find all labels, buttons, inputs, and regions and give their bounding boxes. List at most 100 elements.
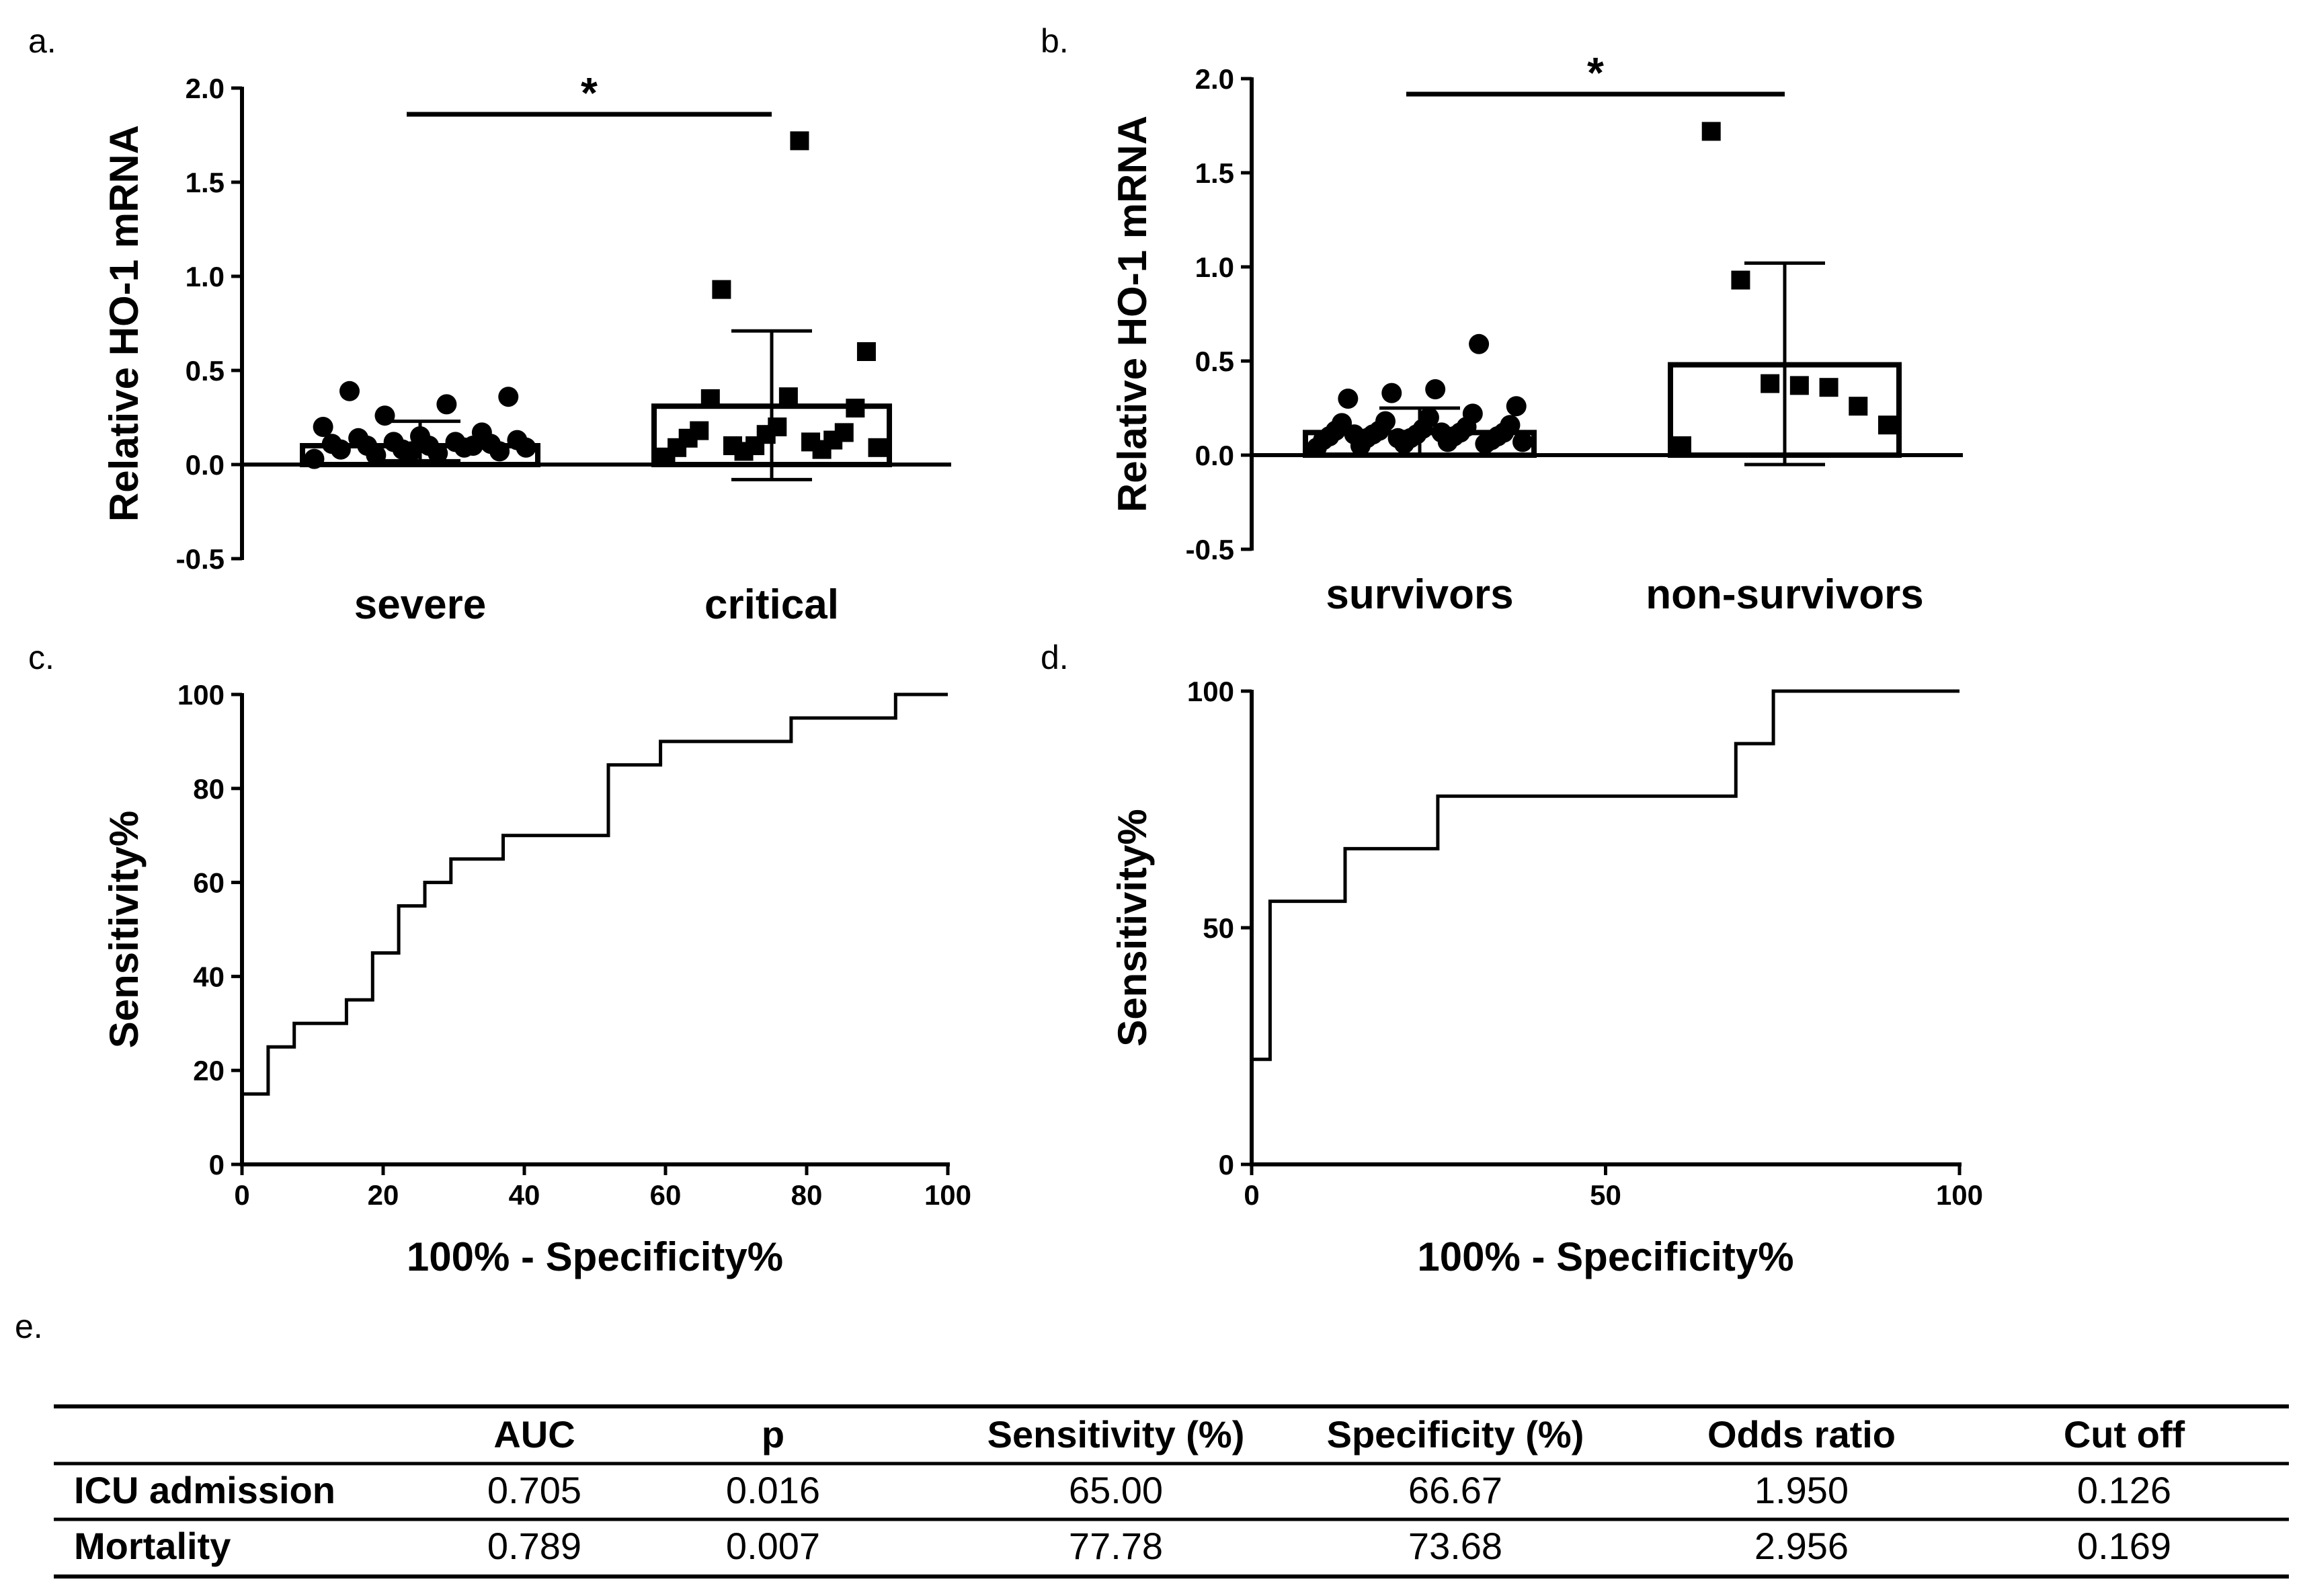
data-point-survivors [1469, 333, 1490, 354]
data-point-non-survivors [1878, 415, 1897, 435]
y-tick-label: 50 [1203, 912, 1234, 944]
chart-b-scatter-bar: 2.0 1.5 1.0 0.5 0.0 -0.5 Relative HO-1 mRNA sur… [1110, 48, 1963, 618]
y-tick-label: 0.0 [186, 449, 225, 481]
table-cell: 77.78 [1069, 1525, 1163, 1567]
data-point-severe [339, 381, 360, 401]
x-tick-label: 0 [234, 1179, 249, 1211]
data-point-non-survivors [1849, 397, 1868, 416]
y-tick-label: 60 [193, 867, 225, 899]
data-point-severe [498, 387, 519, 407]
x-tick-label: 20 [368, 1179, 399, 1211]
data-point-severe [445, 432, 466, 452]
data-point-severe [401, 441, 421, 462]
table-row-label: ICU admission [74, 1469, 335, 1511]
significance-star: * [581, 69, 598, 117]
table-header-cell: AUC [493, 1413, 575, 1455]
data-point-critical [712, 280, 731, 299]
y-tick-label: 100 [177, 679, 225, 711]
data-point-severe [507, 430, 528, 450]
x-category-label: non-survivors [1646, 571, 1923, 618]
y-tick-label: 0.0 [1195, 440, 1234, 471]
data-point-severe [410, 426, 430, 446]
panel-label-d: d. [1041, 639, 1069, 676]
data-point-critical [846, 399, 865, 417]
data-point-critical [723, 436, 742, 455]
data-point-non-survivors [1789, 376, 1809, 395]
panel-label-e: e. [15, 1308, 43, 1345]
x-tick-label: 40 [509, 1179, 540, 1211]
y-tick-label: 20 [193, 1055, 225, 1086]
data-point-severe [304, 448, 325, 469]
data-point-survivors [1462, 403, 1483, 424]
x-tick-label: 50 [1590, 1179, 1621, 1211]
table-header-cell: Specificity (%) [1327, 1413, 1584, 1455]
table-cell: 1.950 [1754, 1469, 1849, 1511]
data-point-critical [834, 423, 854, 442]
data-point-survivors [1418, 407, 1439, 428]
roc-curve [242, 692, 948, 1096]
y-tick-label: 2.0 [186, 73, 225, 104]
x-tick-label: 100 [924, 1179, 971, 1211]
data-point-critical [778, 387, 798, 407]
panel-label-a: a. [28, 22, 56, 60]
table-cell: 0.789 [487, 1525, 581, 1567]
data-point-non-survivors [1761, 374, 1780, 393]
table-header-cell: Odds ratio [1707, 1413, 1896, 1455]
data-point-critical [801, 432, 821, 452]
data-point-critical [868, 438, 887, 457]
table-header-cell: p [762, 1413, 784, 1455]
y-tick-label: 100 [1187, 676, 1234, 707]
data-point-critical [700, 389, 720, 408]
y-tick-label: 2.0 [1195, 63, 1234, 95]
data-point-severe [374, 405, 395, 426]
data-point-severe [383, 432, 404, 452]
data-point-non-survivors [1672, 436, 1691, 455]
data-point-severe [348, 428, 369, 448]
x-tick-label: 80 [791, 1179, 823, 1211]
table-cell: 0.007 [726, 1525, 820, 1567]
x-category-label: survivors [1326, 571, 1513, 618]
table-cell: 65.00 [1069, 1469, 1163, 1511]
x-tick-label: 0 [1244, 1179, 1259, 1211]
y-tick-label: 80 [193, 773, 225, 805]
data-point-non-survivors [1819, 378, 1839, 397]
x-category-label: severe [354, 582, 487, 628]
data-point-survivors [1512, 432, 1533, 452]
y-axis-label: Relative HO-1 mRNA [1110, 116, 1155, 512]
chart-d-roc: 100 50 00 50 100 100% - Specificity% Sensitivi… [1110, 676, 1983, 1279]
data-point-critical [768, 417, 787, 436]
y-tick-label: -0.5 [1186, 534, 1234, 565]
x-tick-label: 60 [650, 1179, 682, 1211]
data-point-survivors [1375, 411, 1396, 432]
data-point-severe [462, 436, 483, 456]
data-point-critical [790, 131, 809, 151]
y-tick-label: 0.5 [186, 355, 225, 387]
table-cell: 73.68 [1408, 1525, 1502, 1567]
x-category-label: critical [704, 582, 839, 628]
chart-a-scatter-bar: 2.0 1.5 1.0 0.5 0.0 -0.5 Relative HO-1 mRNA sev… [102, 69, 951, 628]
y-tick-label: 1.5 [1195, 157, 1234, 189]
data-point-critical [856, 342, 876, 361]
y-axis-label: Sensitivity% [1110, 809, 1155, 1046]
y-tick-label: 0 [209, 1149, 225, 1181]
data-point-non-survivors [1731, 270, 1750, 290]
data-point-survivors [1381, 383, 1402, 403]
data-point-survivors [1425, 379, 1446, 399]
y-tick-label: 0.5 [1195, 346, 1234, 377]
x-axis-label: 100% - Specificity% [407, 1234, 783, 1279]
y-tick-label: -0.5 [176, 543, 225, 575]
data-point-non-survivors [1701, 122, 1721, 141]
data-point-survivors [1338, 389, 1359, 409]
table-cell: 2.956 [1754, 1525, 1849, 1567]
data-point-severe [321, 434, 342, 454]
y-tick-label: 1.0 [186, 261, 225, 292]
table-e-roc-summary: AUC p Sensitivity (%) Specificity (%) Odds r… [54, 1404, 2289, 1579]
data-point-survivors [1506, 396, 1527, 417]
data-point-critical [690, 421, 709, 440]
y-tick-label: 1.5 [186, 167, 225, 198]
y-axis-label: Relative HO-1 mRNA [102, 125, 147, 522]
data-point-severe [436, 394, 457, 415]
table-header-cell: Cut off [2064, 1413, 2185, 1455]
y-tick-label: 1.0 [1195, 251, 1234, 283]
